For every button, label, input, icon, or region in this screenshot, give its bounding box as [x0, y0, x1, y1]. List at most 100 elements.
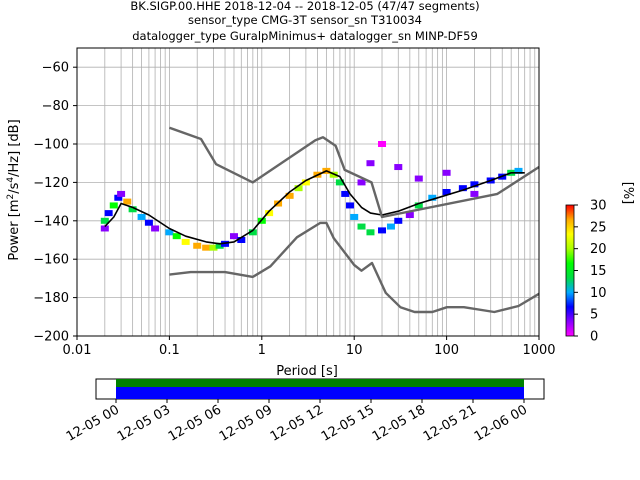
heat-cell: [265, 210, 274, 217]
heat-cell: [428, 194, 437, 201]
colorbar-tick-label: 30: [590, 199, 607, 214]
colorbar-tick-label: 0: [590, 330, 598, 345]
y-tick-label: −120: [33, 176, 69, 191]
heat-cell: [442, 189, 451, 195]
time-tick-label: 12-06 00: [472, 402, 530, 444]
colorbar-tick-label: 25: [590, 220, 607, 235]
heat-cell: [104, 210, 113, 217]
heat-cell: [394, 217, 403, 224]
heat-cell: [137, 213, 146, 220]
heat-cell: [470, 181, 479, 188]
colorbar-gradient: [565, 204, 575, 337]
x-tick-label: 1000: [522, 343, 555, 358]
x-tick-label: 0.1: [159, 343, 180, 358]
heat-cell: [357, 179, 366, 186]
time-tick-label: 12-05 06: [166, 402, 224, 444]
heat-cell: [114, 194, 123, 201]
y-tick-label: −160: [33, 253, 69, 268]
heat-cell: [357, 223, 366, 230]
heat-cell: [335, 179, 344, 186]
heat-cell: [345, 202, 354, 209]
x-tick-label: 10: [346, 343, 363, 358]
y-axis-label: Power [m2/s4/Hz] [dB]: [6, 119, 22, 260]
y-tick-label: −140: [33, 214, 69, 229]
heat-cell: [248, 229, 257, 236]
heat-cell: [378, 227, 387, 234]
colorbar-tick-label: 15: [590, 264, 607, 279]
time-tick-label: 12-05 12: [268, 402, 326, 444]
plot-background: [77, 48, 539, 336]
heat-cell: [294, 185, 303, 192]
title-line-3: datalogger_type GuralpMinimus+ datalogge…: [132, 29, 478, 43]
x-axis-label: Period [s]: [276, 364, 338, 379]
x-tick-label: 1: [258, 343, 266, 358]
heat-cell: [181, 238, 190, 245]
x-tick-label: 0.01: [63, 343, 92, 358]
heat-cell: [109, 202, 118, 209]
heat-cell: [209, 244, 218, 251]
heat-cell: [202, 244, 211, 251]
x-tick-label: 100: [434, 343, 459, 358]
time-tick-label: 12-05 00: [64, 402, 122, 444]
y-tick-label: −80: [42, 99, 69, 114]
y-tick-label: −60: [42, 61, 69, 76]
heat-cell: [151, 225, 160, 232]
heat-cell: [386, 223, 395, 230]
plot-frame: [76, 47, 540, 337]
heat-cell: [100, 225, 109, 232]
heat-cell: [458, 185, 467, 192]
colorbar-tick-label: 5: [590, 308, 598, 323]
y-tick-label: −180: [33, 291, 69, 306]
heat-cell: [172, 233, 181, 240]
heat-cell: [514, 167, 523, 174]
heat-cell: [414, 175, 423, 182]
heat-cell: [193, 242, 202, 249]
heat-cell: [414, 202, 423, 209]
colorbar-tick-label: 10: [590, 286, 607, 301]
time-tick-label: 12-05 03: [115, 402, 173, 444]
heat-cell: [100, 217, 109, 224]
series-line-mean: [104, 170, 525, 245]
heat-cell: [405, 212, 414, 219]
heat-cell: [301, 179, 310, 186]
chart-title: BK.SIGP.00.HHE 2018-12-04 -- 2018-12-05 …: [130, 0, 479, 43]
y-tick-label: −100: [33, 138, 69, 153]
colorbar-ticks: 0 5 10 15 20 25 30: [574, 199, 607, 345]
heat-cell: [123, 198, 132, 205]
heat-cell: [366, 229, 375, 236]
title-line-1: BK.SIGP.00.HHE 2018-12-04 -- 2018-12-05 …: [130, 0, 479, 13]
heat-cell: [215, 242, 224, 249]
psd-plot-area: 0.01 0.1 1 10 100 1000 −60 −80 −100 −120 −140 −160…: [33, 47, 556, 358]
heat-cell: [442, 169, 451, 176]
time-tick-label: 12-05 09: [217, 402, 275, 444]
time-tick-label: 12-05 18: [370, 402, 428, 444]
time-tick-label: 12-05 15: [319, 402, 377, 444]
heat-cell: [144, 219, 153, 226]
colorbar: 0 5 10 15 20 25 30 [%]: [565, 182, 635, 345]
heat-cell: [229, 233, 238, 240]
heat-cell: [165, 229, 174, 236]
coverage-blue-band: [116, 387, 524, 399]
series-line-nlnm-nhnm-low: [169, 221, 540, 314]
y-axis-ticks: −60 −80 −100 −120 −140 −160 −180 −200: [33, 61, 77, 345]
heat-cell: [341, 190, 350, 197]
heat-cell: [350, 213, 359, 220]
grid-lines: [76, 48, 539, 337]
x-axis-ticks: 0.01 0.1 1 10 100 1000: [63, 336, 556, 358]
heat-cell: [128, 206, 137, 213]
heat-cell: [470, 190, 479, 197]
time-tick-label: 12-05 21: [421, 402, 479, 444]
series-line-nlnm-nhnm-high: [168, 126, 540, 219]
heat-cell: [117, 190, 126, 197]
heat-cell: [378, 141, 387, 147]
colorbar-tick-label: 20: [590, 242, 607, 257]
noise-model-lines: [104, 126, 540, 314]
heat-cell: [285, 192, 294, 199]
colorbar-label: [%]: [620, 182, 635, 205]
heat-cell: [237, 237, 246, 243]
coverage-green-band: [116, 379, 524, 387]
heat-cell: [394, 164, 403, 171]
